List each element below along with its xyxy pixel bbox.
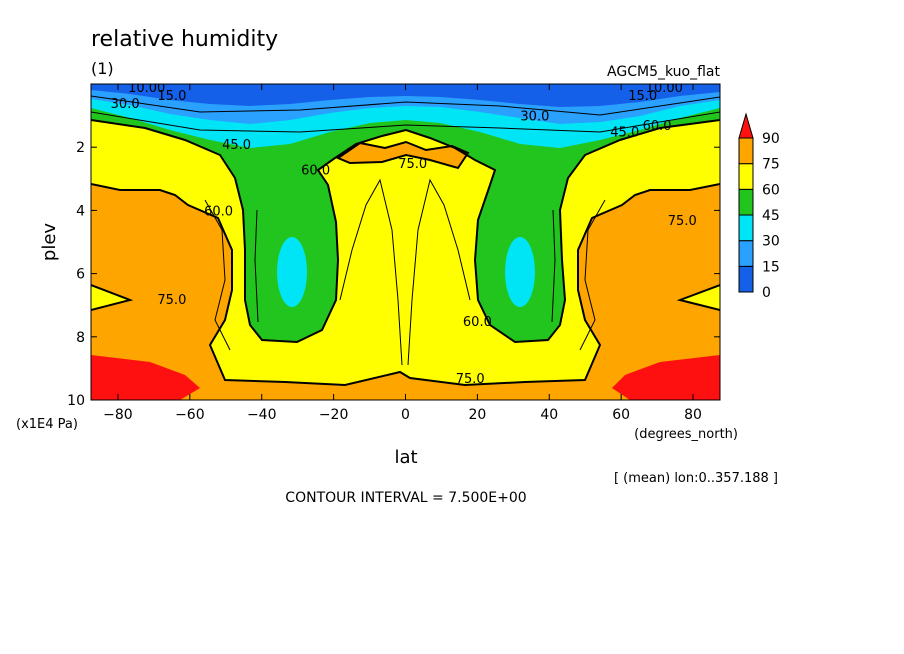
orange-region-center-bottom [285,372,525,400]
colorbar-label: 45 [762,208,780,224]
y-axis-units: (x1E4 Pa) [16,417,78,432]
y-tick-label: 2 [76,140,85,156]
contour-label: 60.0 [463,315,492,330]
x-tick-label: 0 [401,407,410,423]
contour-label: 45.0 [222,138,251,153]
red-region-south [91,355,200,400]
contour-label: 75.0 [157,293,186,308]
contour-label: 75.0 [398,157,427,172]
colorbar-label: 0 [762,285,771,301]
orange-region-north [525,184,720,400]
x-tick-label: 60 [612,407,630,423]
averaging-note: [ (mean) lon:0..357.188 ] [614,471,778,486]
y-tick-label: 4 [76,203,85,219]
cyan-core-south [277,237,307,307]
x-tick-label: −80 [103,407,133,423]
colorbar: 0 15 30 45 60 75 90 [738,112,780,301]
contour-label: 10.00 [128,81,165,96]
x-axis-units: (degrees_north) [634,427,738,442]
x-tick-label: 40 [540,407,558,423]
y-tick-label: 10 [67,393,85,409]
yellow-notch-south [91,285,130,310]
contour-label: 15.0 [628,89,657,104]
colorbar-label: 60 [762,182,780,198]
chart-title: relative humidity [91,27,278,52]
colorbar-label: 90 [762,131,780,147]
colorbar-box [738,265,754,293]
contour-interval: CONTOUR INTERVAL = 7.500E+00 [285,490,526,506]
yellow-notch-north [680,285,720,310]
x-tick-label: 20 [468,407,486,423]
contour-label: 30.0 [111,97,140,112]
colorbar-box [738,240,754,267]
contour-label: 75.0 [668,214,697,229]
colorbar-box [738,214,754,242]
x-tick-label: −60 [175,407,205,423]
contour-label: 45.0 [610,125,639,140]
chart-subtitle: (1) [91,59,114,78]
y-axis-label: plev [39,223,60,262]
orange-region-south [91,184,285,400]
colorbar-box [738,137,754,165]
x-axis: −80 −60 −40 −20 0 20 40 60 80 [103,84,702,423]
x-tick-label: 80 [684,407,702,423]
contour-label: 60.0 [301,163,330,178]
blue-region-top [91,84,720,107]
colorbar-arrow [738,112,754,139]
red-region-north [612,355,720,400]
y-tick-label: 8 [76,330,85,346]
contour-label: 60.0 [643,119,672,134]
contour-label: 15.0 [157,89,186,104]
contour-label: 75.0 [456,372,485,387]
y-axis: 2 4 6 8 10 [67,140,720,409]
contour-label: 30.0 [520,110,549,125]
experiment-label: AGCM5_kuo_flat [607,64,720,80]
colorbar-label: 15 [762,259,780,275]
y-tick-label: 6 [76,267,85,283]
contour-lines-thick [91,119,720,387]
contour-label: 60.0 [204,204,233,219]
colorbar-box [738,163,754,190]
colorbar-label: 30 [762,234,780,250]
x-tick-label: −40 [247,407,277,423]
colorbar-box [738,188,754,216]
colorbar-label: 75 [762,157,780,173]
cyan-core-north [505,237,535,307]
x-axis-label: lat [394,447,417,468]
x-tick-label: −20 [319,407,349,423]
contour-label: 10.00 [646,81,683,96]
